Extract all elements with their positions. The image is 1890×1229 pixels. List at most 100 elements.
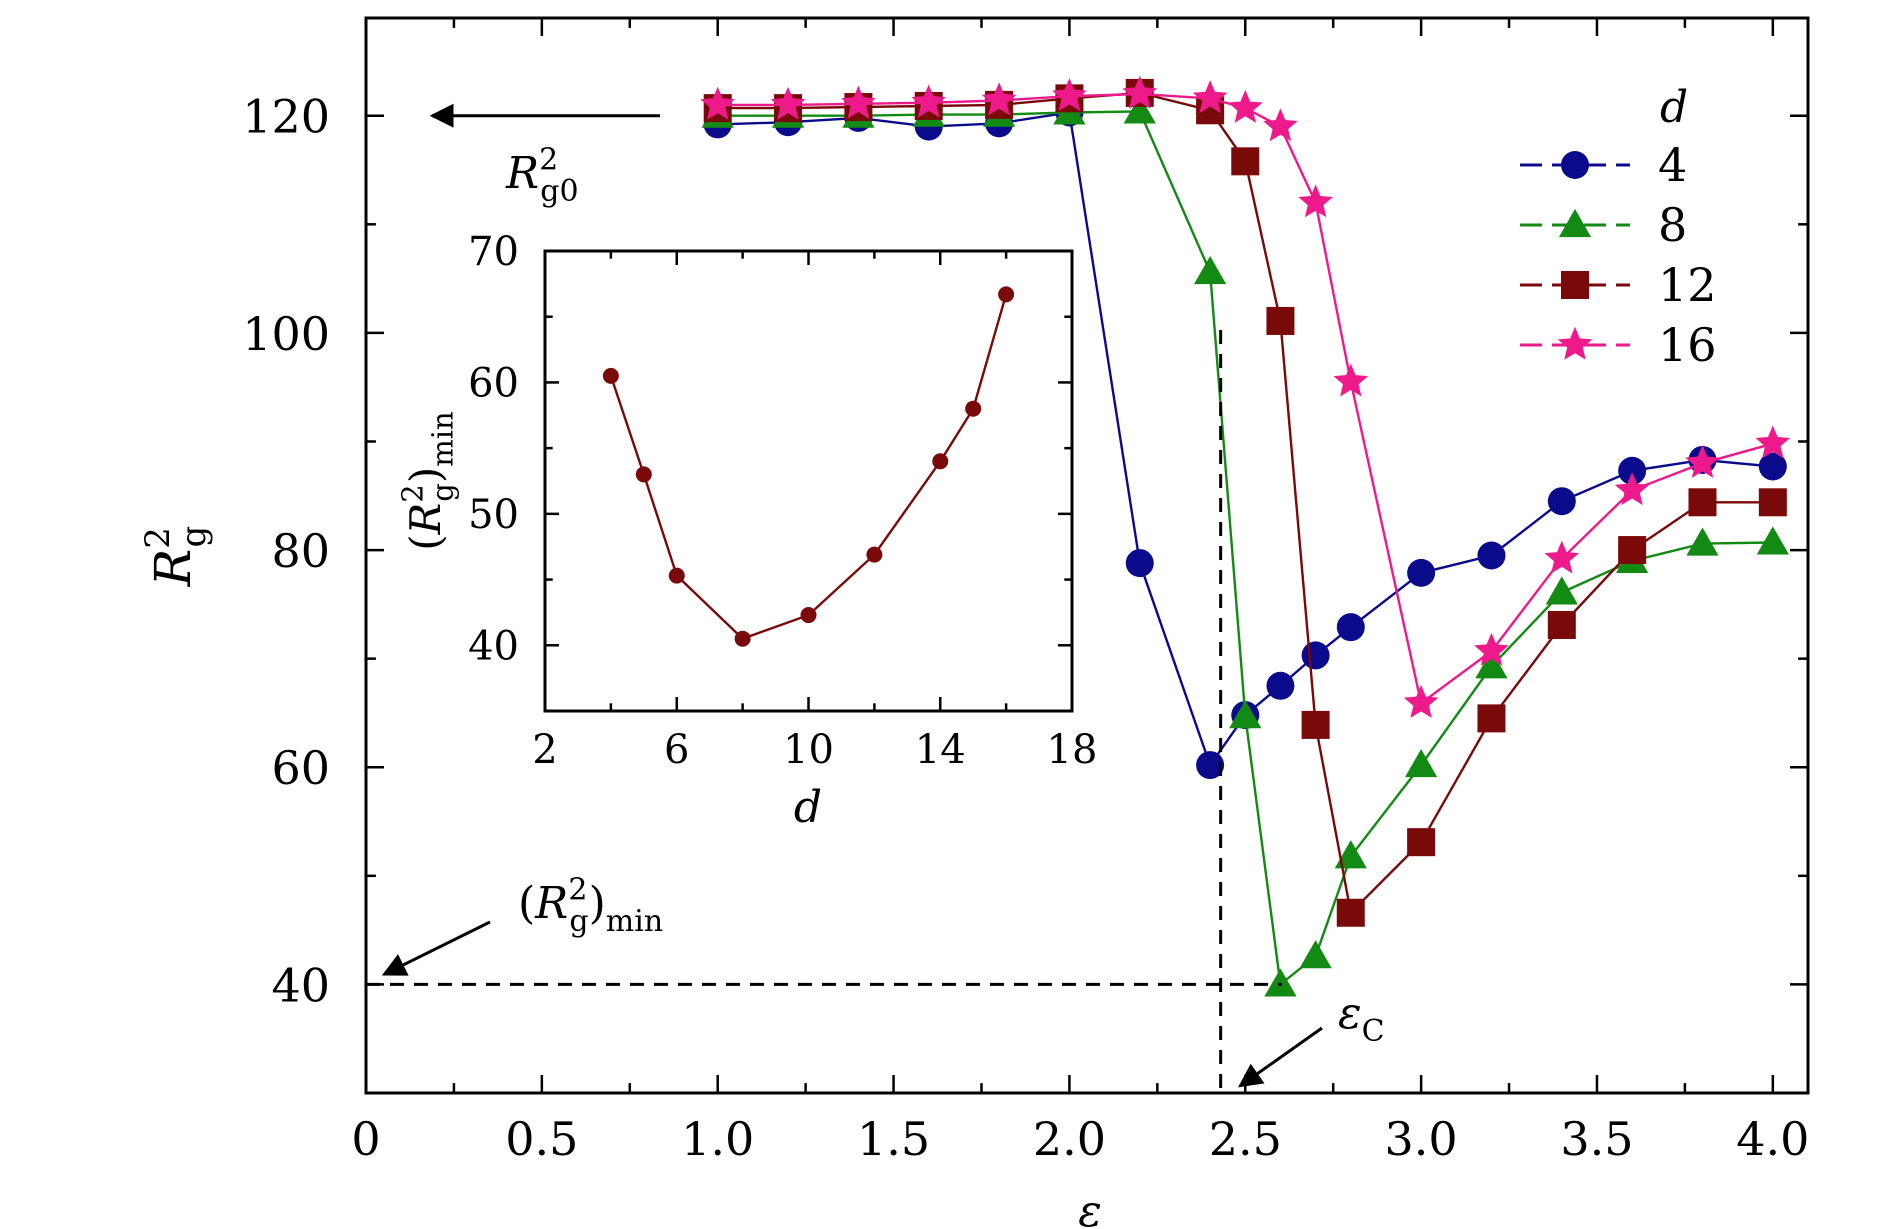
main-data-point	[1229, 700, 1262, 729]
legend-swatch-marker	[1557, 326, 1593, 360]
inset-y-tick-label: 40	[468, 623, 519, 669]
main-y-tick-label: 40	[271, 958, 330, 1012]
main-data-point	[1618, 456, 1647, 485]
main-data-point	[1403, 685, 1439, 718]
legend-label: 16	[1658, 318, 1717, 372]
main-data-point	[1407, 558, 1436, 587]
legend-label: 4	[1658, 138, 1687, 192]
inset-y-tick-label: 50	[468, 492, 519, 538]
rg0-annotation: R2 g0	[505, 143, 579, 210]
legend-item-4: 4	[1520, 138, 1687, 192]
main-data-point	[1231, 147, 1260, 176]
main-plot: 0 0.5 1.0 1.5 2.0 2.5 3.0 3.5 4.0 40 60 80 100 120 ε R2…	[138, 16, 1810, 1229]
main-x-tick-label: 1.0	[681, 1112, 754, 1166]
main-x-tick-label: 2.5	[1209, 1112, 1282, 1166]
main-data-point	[1052, 78, 1087, 111]
main-data-point	[1301, 641, 1330, 670]
inset-y-tick-label: 60	[468, 360, 519, 406]
inset-x-tick-label: 6	[664, 727, 689, 773]
main-data-point	[1547, 487, 1576, 516]
main-data-point	[1266, 671, 1295, 700]
main-data-point	[1125, 549, 1154, 578]
main-x-tick-label: 4.0	[1736, 1112, 1809, 1166]
main-data-point	[1298, 184, 1333, 218]
main-y-tick-label: 120	[242, 90, 330, 144]
main-data-point	[1685, 445, 1720, 478]
inset-x-tick-label: 2	[532, 727, 557, 773]
main-x-axis-label: ε	[1078, 1186, 1102, 1229]
main-data-point	[1618, 536, 1647, 565]
inset-y-tick-label: 70	[468, 229, 519, 275]
main-x-tick-label: 2.0	[1033, 1112, 1106, 1166]
main-data-point	[1686, 527, 1719, 556]
main-data-point	[1477, 704, 1506, 733]
main-series-16	[700, 75, 1791, 718]
inset-x-tick-label: 18	[1047, 727, 1098, 773]
main-series-line	[717, 92, 1774, 706]
inset-series-0	[602, 286, 1015, 647]
main-x-tick-label: 3.0	[1385, 1112, 1458, 1166]
main-data-point	[1123, 95, 1156, 124]
main-data-point	[1196, 751, 1225, 780]
main-data-point	[1758, 452, 1787, 481]
inset-data-point	[998, 286, 1015, 303]
inset-data-point	[734, 630, 751, 647]
main-data-point	[1336, 613, 1365, 642]
inset-x-tick-label: 14	[915, 727, 966, 773]
main-data-point	[911, 84, 946, 118]
main-x-tick-label: 1.5	[857, 1112, 930, 1166]
main-data-point	[841, 85, 876, 119]
main-data-point	[1474, 632, 1509, 666]
main-data-point	[1755, 425, 1791, 459]
main-data-point	[1122, 75, 1158, 109]
rgmin-annotation: (R2 g)min	[518, 873, 663, 940]
legend: d4 8 12 16	[1520, 82, 1717, 372]
legend-item-16: 16	[1520, 318, 1717, 372]
inset-data-point	[866, 546, 883, 563]
main-data-point	[1264, 968, 1297, 997]
main-y-axis-label: R2g	[138, 526, 214, 588]
legend-label: 12	[1658, 258, 1717, 312]
main-x-tick-label: 0	[351, 1112, 380, 1166]
main-data-point	[1301, 710, 1330, 739]
main-x-tick-label: 0.5	[505, 1112, 578, 1166]
main-data-point	[1334, 840, 1367, 869]
main-data-point	[1192, 80, 1228, 114]
inset-x-axis-label: d	[794, 782, 822, 833]
main-data-point	[1475, 650, 1508, 679]
main-data-point	[1193, 255, 1227, 285]
main-data-point	[770, 86, 806, 120]
main-data-point	[1545, 576, 1578, 605]
main-data-point	[1228, 89, 1263, 123]
inset-x-tick-label: 10	[783, 727, 834, 773]
main-y-tick-label: 60	[271, 741, 330, 795]
main-data-point	[1407, 828, 1436, 857]
legend-item-8: 8	[1520, 198, 1687, 252]
main-data-point	[1263, 108, 1298, 142]
legend-swatch-marker	[1561, 271, 1589, 299]
main-data-point	[1758, 488, 1787, 517]
inset-data-point	[800, 607, 817, 624]
annotations: R2 g0 (R2 g)min εC	[366, 103, 1385, 1093]
legend-title: d	[1660, 82, 1688, 133]
inset-data-point	[668, 567, 685, 584]
main-y-tick-label: 100	[242, 307, 330, 361]
inset-data-point	[965, 400, 982, 417]
main-data-point	[1477, 541, 1506, 570]
main-data-point	[1333, 363, 1369, 397]
main-y-tick-label: 80	[271, 524, 330, 578]
main-data-point	[1614, 472, 1650, 506]
legend-swatch-marker	[1561, 151, 1589, 179]
main-data-point	[700, 86, 735, 120]
epsc-arrow	[1238, 1026, 1323, 1088]
main-data-point	[1688, 488, 1717, 517]
epsc-annotation: εC	[1338, 988, 1385, 1049]
legend-item-12: 12	[1520, 258, 1717, 312]
main-data-point	[1756, 526, 1789, 555]
legend-label: 8	[1658, 198, 1687, 252]
inset-background	[545, 251, 1072, 711]
legend-swatch-marker	[1558, 208, 1592, 238]
main-data-point	[981, 82, 1017, 116]
main-x-tick-label: 3.5	[1560, 1112, 1633, 1166]
